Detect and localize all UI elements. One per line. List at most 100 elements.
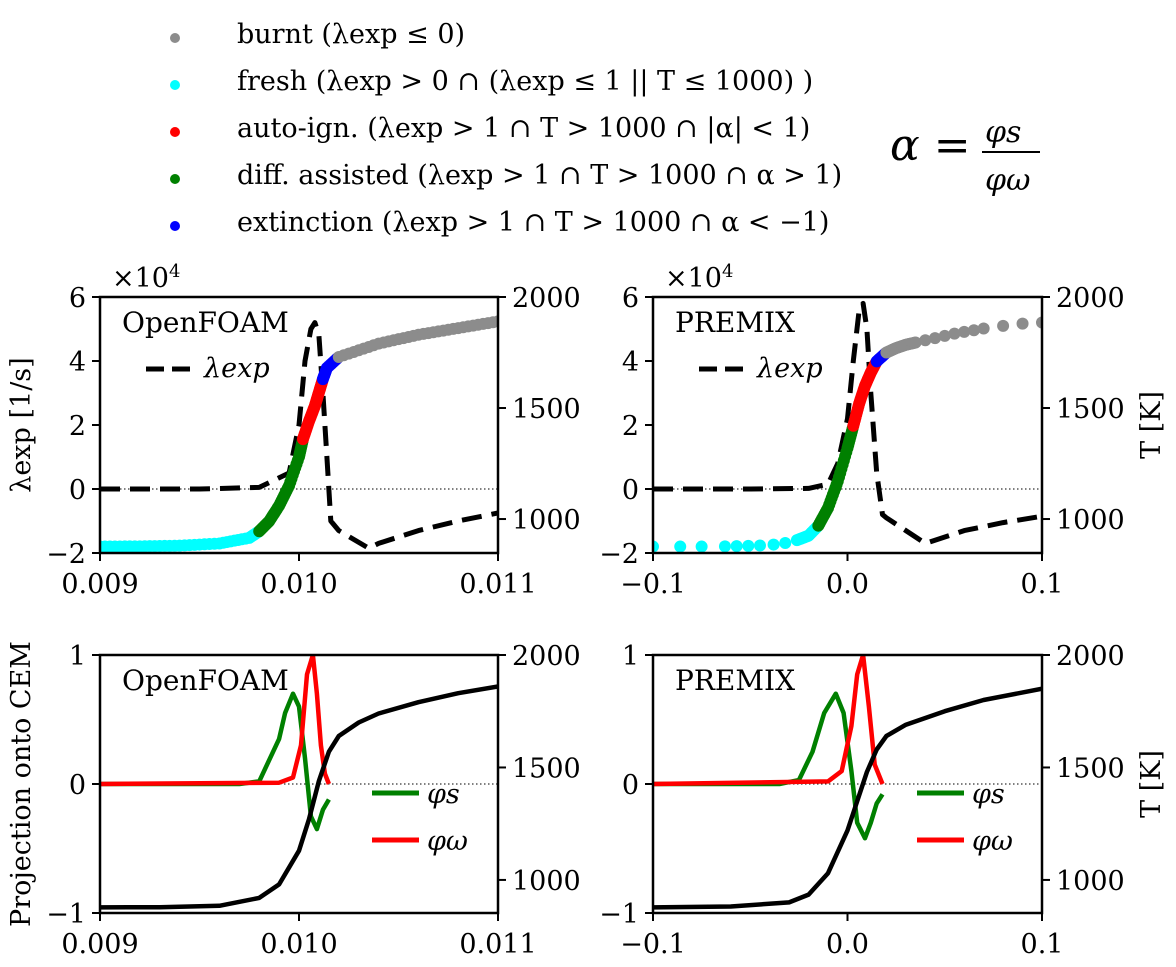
alpha-formula: α = φs φω [890,115,1040,198]
x-tick-label: 0.009 [61,929,138,960]
y2-tick-label: 1000 [512,866,581,897]
plot-area [653,655,1042,910]
scatter-point-burnt [977,322,990,335]
x-tick-label: 0.011 [459,569,536,600]
legend-label: fresh (λexp > 0 ∩ (λexp ≤ 1 || T ≤ 1000)… [237,66,813,97]
y2-tick-label: 1500 [1056,394,1125,425]
x-tick-label: 0.010 [260,569,337,600]
y2-axis-label: T [K] [1136,391,1167,459]
y-tick-label: −1 [46,899,86,930]
legend-label-lambda-exp: λexp [756,353,823,384]
y-tick-label: −2 [46,539,86,570]
scatter-point-fresh [674,540,687,553]
series-line-lambda-exp [653,300,1042,546]
y2-tick-label: 1000 [1056,505,1125,536]
legend-label-lambda-exp: λexp [203,353,270,384]
scatter-point-burnt [958,325,971,338]
y2-tick-label: 1000 [512,505,581,536]
y-tick-label: 1 [622,641,639,672]
y-tick-label: 2 [69,411,86,442]
formula-lhs: α = [890,120,971,171]
y2-tick-label: 2000 [1056,641,1125,672]
y-tick-label: 1 [69,641,86,672]
panel-title: OpenFOAM [122,306,289,339]
scatter-point-burnt [492,315,498,328]
scatter-point-fresh [753,539,766,552]
y-tick-label: 6 [622,283,639,314]
formula-numerator: φs [985,115,1021,150]
y-tick-label: 0 [69,770,86,801]
scatter-point-fresh [695,540,708,553]
y-axis-label: Projection onto CEM [6,641,37,927]
plot-area [653,300,1042,553]
y-axis-label: λexp [1/s] [6,357,37,492]
temperature-scatter [100,315,498,553]
chart-panel-bottom-left: 0.009 0.010 0.011 −1 0 1 1000 1500 2000 OpenFOAM φ… [6,641,581,960]
x-tick-label: −0.1 [620,569,686,600]
scatter-point-fresh [779,537,792,550]
legend-label: φs [972,779,1005,810]
scatter-point-burnt [929,332,942,345]
scatter-point-burnt [909,336,922,349]
series-line-lambda-exp [100,320,498,551]
series-line-phi-omega [100,655,331,787]
y2-tick-label: 1500 [512,394,581,425]
legend-label: auto-ign. (λexp > 1 ∩ T > 1000 ∩ |α| < 1… [237,113,810,144]
legend-label: φω [972,826,1013,857]
scatter-point-burnt [1016,317,1029,330]
panel-title: OpenFOAM [122,664,289,697]
scatter-point-burnt [938,329,951,342]
scatter-point-fresh [718,540,731,553]
x-tick-label: 0.1 [1021,569,1064,600]
scatter-point-fresh [730,540,743,553]
y-tick-label: 0 [69,475,86,506]
scatter-point-burnt [1036,316,1042,329]
x-tick-label: 0.011 [459,929,536,960]
y2-tick-label: 1500 [1056,753,1125,784]
legend-marker [170,80,180,90]
y-tick-label: −2 [599,539,639,570]
chart-panel-top-right: −0.1 0.0 0.1 −2 0 2 4 6 1000 1500 2000 ×104 PREMIX λe… [599,261,1167,600]
chart-panel-bottom-right: −0.1 0.0 0.1 −1 0 1 1000 1500 2000 PREMIX φs φω T [K… [599,641,1167,960]
scatter-point-fresh [742,539,755,552]
legend-label: φω [427,826,468,857]
x-tick-label: 0.0 [826,929,869,960]
panel-title: PREMIX [675,664,795,697]
series-line-temperature [653,686,1042,910]
plot-area [100,315,498,553]
x-tick-label: −0.1 [620,929,686,960]
legend-label: diff. assisted (λexp > 1 ∩ T > 1000 ∩ α … [237,160,842,191]
y2-axis-label: T [K] [1136,750,1167,818]
temperature-scatter [653,316,1042,553]
y2-tick-label: 1000 [1056,866,1125,897]
y2-tick-label: 2000 [1056,283,1125,314]
series-line-phi-s [653,691,885,841]
legend-marker [170,33,180,43]
category-legend: burnt (λexp ≤ 0) fresh (λexp > 0 ∩ (λexp … [170,19,842,238]
legend-marker [170,127,180,137]
scatter-point-burnt [967,324,980,337]
y-tick-label: 2 [622,411,639,442]
y-scale-multiplier: ×104 [665,261,733,294]
legend-label: burnt (λexp ≤ 0) [237,19,465,50]
formula-denominator: φω [985,163,1030,198]
y-scale-multiplier: ×104 [112,261,180,294]
y-tick-label: 6 [69,283,86,314]
y-tick-label: 0 [622,770,639,801]
chart-panel-top-left: 0.009 0.010 0.011 −2 0 2 4 6 1000 1500 2000 ×104 Ope… [6,261,581,600]
y-tick-label: 0 [622,475,639,506]
series-line-phi-omega [653,655,885,787]
legend-marker [170,174,180,184]
y-tick-label: −1 [599,899,639,930]
y-tick-label: 4 [69,347,86,378]
scatter-point-fresh [767,538,780,551]
scatter-point-burnt [997,319,1010,332]
scatter-point-fresh [653,540,659,553]
y2-tick-label: 2000 [512,283,581,314]
x-tick-label: 0.010 [260,929,337,960]
legend-label: φs [427,779,460,810]
y2-tick-label: 1500 [512,753,581,784]
x-tick-label: 0.009 [61,569,138,600]
panel-title: PREMIX [675,306,795,339]
